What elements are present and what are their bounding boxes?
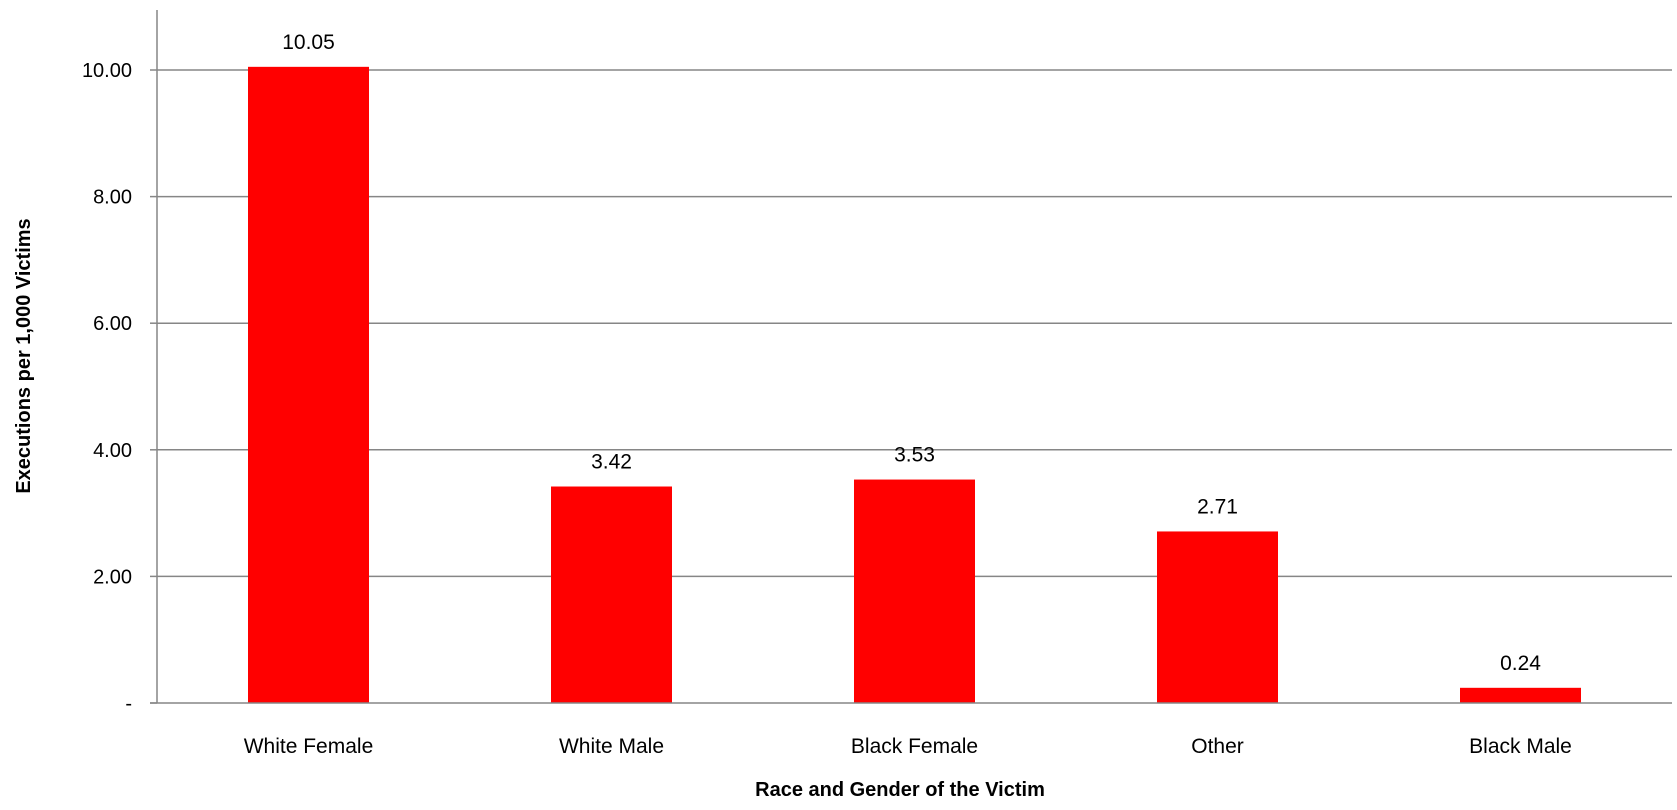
bar — [854, 479, 975, 703]
x-category-label: Other — [1191, 735, 1244, 758]
y-tick-label: 8.00 — [93, 187, 132, 209]
y-tick-labels: - 2.00 4.00 6.00 8.00 10.00 — [82, 60, 132, 715]
x-category-label: Black Female — [851, 735, 978, 758]
bar-data-label: 3.42 — [591, 451, 632, 474]
bar — [248, 66, 369, 703]
x-category-labels: White Female White Male Black Female Other B… — [244, 735, 1572, 758]
bar-data-label: 3.53 — [894, 444, 935, 467]
data-labels: 10.05 3.42 3.53 2.71 0.24 — [282, 31, 1541, 675]
bar — [551, 486, 672, 703]
y-axis-title: Executions per 1,000 Victims — [13, 218, 35, 493]
bar-data-label: 2.71 — [1197, 495, 1238, 518]
bar-data-label: 10.05 — [282, 31, 335, 54]
y-tick-label: 2.00 — [93, 566, 132, 588]
x-axis-title: Race and Gender of the Victim — [755, 779, 1045, 801]
x-category-label: White Female — [244, 735, 374, 758]
y-tick-label: 10.00 — [82, 60, 132, 82]
y-tick-label: - — [125, 693, 132, 715]
bars — [248, 66, 1581, 703]
gridlines — [150, 69, 1672, 704]
bar — [1157, 531, 1278, 703]
x-category-label: White Male — [559, 735, 664, 758]
bar-data-label: 0.24 — [1500, 652, 1541, 675]
y-tick-label: 4.00 — [93, 440, 132, 462]
x-category-label: Black Male — [1469, 735, 1572, 758]
y-tick-label: 6.00 — [93, 313, 132, 335]
bar — [1460, 687, 1581, 703]
